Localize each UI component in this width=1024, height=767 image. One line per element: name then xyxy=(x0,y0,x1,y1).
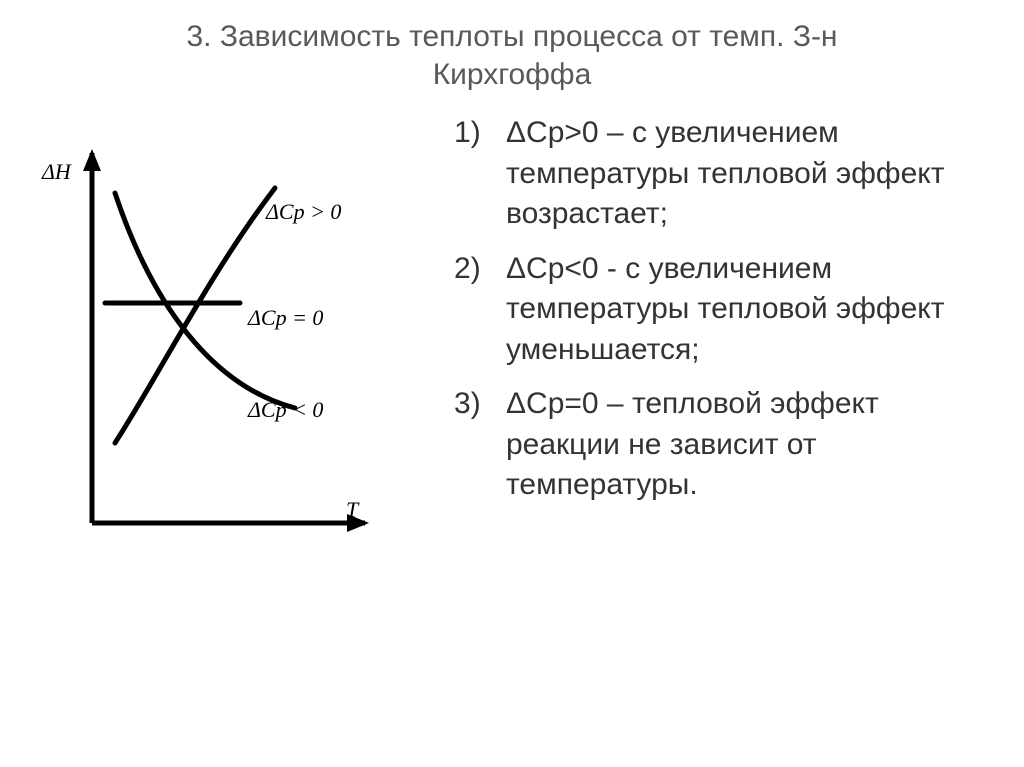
list-item-text: ΔСр=0 – тепловой эффект реакции не завис… xyxy=(506,387,879,501)
list-item: ΔСр>0 – с увеличением температуры теплов… xyxy=(440,113,974,235)
y-axis-label: ΔH xyxy=(41,159,72,184)
title-line-1: 3. Зависимость теплоты процесса от темп.… xyxy=(186,20,837,53)
slide-title: 3. Зависимость теплоты процесса от темп.… xyxy=(0,18,1024,93)
kirchhoff-chart: ΔH ΔCp > 0 ΔCp = 0 ΔCp < 0 T xyxy=(30,133,390,563)
content-row: ΔH ΔCp > 0 ΔCp = 0 ΔCp < 0 T ΔСр>0 – с у… xyxy=(0,113,1024,563)
slide: 3. Зависимость теплоты процесса от темп.… xyxy=(0,0,1024,767)
list-area: ΔСр>0 – с увеличением температуры теплов… xyxy=(430,113,1024,563)
curve-label-positive: ΔCp > 0 xyxy=(265,199,341,224)
list-item-text: ΔСр>0 – с увеличением температуры теплов… xyxy=(506,116,944,230)
x-axis-label: T xyxy=(346,497,360,522)
title-line-2: Кирхгоффа xyxy=(433,58,592,91)
list-item: ΔСр<0 - с увеличением температуры теплов… xyxy=(440,249,974,371)
curve-label-zero: ΔCp = 0 xyxy=(247,305,323,330)
chart-area: ΔH ΔCp > 0 ΔCp = 0 ΔCp < 0 T xyxy=(0,113,430,563)
points-list: ΔСр>0 – с увеличением температуры теплов… xyxy=(440,113,974,506)
list-item-text: ΔСр<0 - с увеличением температуры теплов… xyxy=(506,252,944,366)
y-axis-arrow-icon xyxy=(83,149,101,171)
list-item: ΔСр=0 – тепловой эффект реакции не завис… xyxy=(440,384,974,506)
curve-label-negative: ΔCp < 0 xyxy=(247,397,323,422)
